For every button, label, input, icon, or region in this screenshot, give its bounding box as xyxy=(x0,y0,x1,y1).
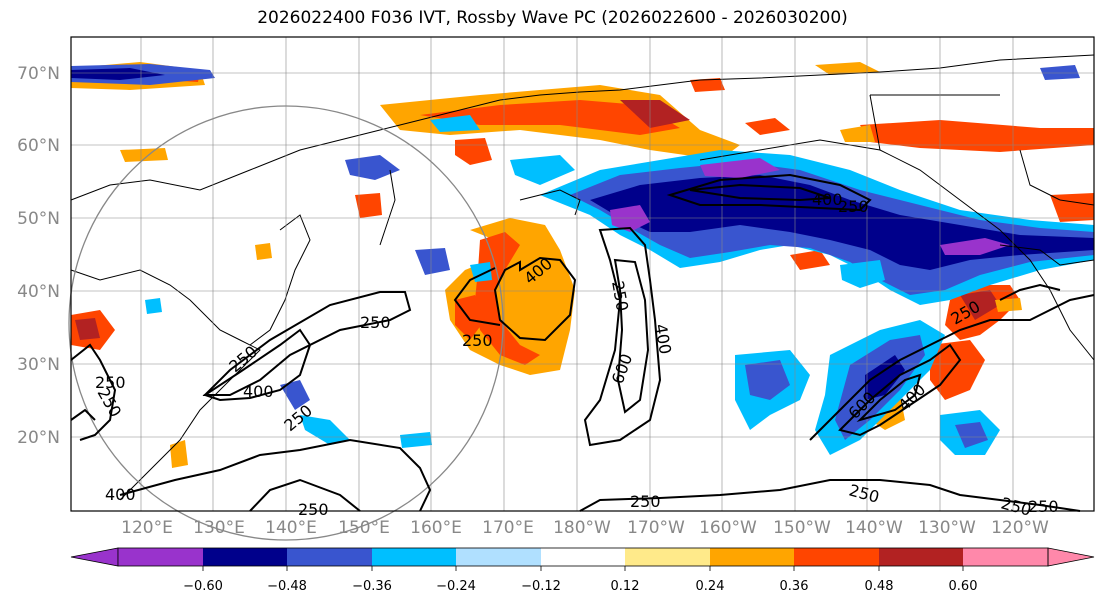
latitude-labels: 70°N 60°N 50°N 40°N 30°N 20°N xyxy=(17,64,60,448)
colorbar-segment xyxy=(879,548,964,566)
lat-label: 30°N xyxy=(17,355,60,375)
colorbar-segment xyxy=(541,548,626,566)
colorbar-tick-label: 0.60 xyxy=(949,579,978,594)
colorbar-segment xyxy=(456,548,542,566)
contour-label: 250 xyxy=(630,492,661,511)
lon-label: 130°E xyxy=(193,518,245,538)
lon-label: 160°W xyxy=(699,518,757,538)
colorbar-tick-label: −0.60 xyxy=(183,579,223,594)
lon-label: 120°E xyxy=(121,518,173,538)
graticule xyxy=(71,37,1094,511)
colorbar-tick-label: −0.36 xyxy=(352,579,392,594)
lon-label: 140°E xyxy=(265,518,317,538)
lon-label: 170°W xyxy=(627,518,685,538)
ivt-contours xyxy=(70,173,1095,512)
lon-label: 160°E xyxy=(410,518,462,538)
map-title: 2026022400 F036 IVT, Rossby Wave PC (202… xyxy=(257,8,848,28)
lon-label: 150°E xyxy=(338,518,390,538)
colorbar-segment xyxy=(710,548,795,566)
lat-label: 60°N xyxy=(17,136,60,156)
contour-label: 400 xyxy=(105,485,136,504)
contour-label: 250 xyxy=(298,500,329,519)
lat-label: 50°N xyxy=(17,209,60,229)
colorbar-segment xyxy=(625,548,711,566)
coastlines xyxy=(70,54,1095,501)
colorbar-segment xyxy=(203,548,288,566)
colorbar-extend-high xyxy=(1047,547,1095,567)
contour-label: 400 xyxy=(243,382,274,401)
colorbar-outline xyxy=(117,547,1049,567)
contour-label: 250 xyxy=(462,331,493,350)
longitude-labels: 120°E 130°E 140°E 150°E 160°E 170°E 180°… xyxy=(121,518,1049,538)
lon-label: 150°W xyxy=(773,518,831,538)
lon-label: 130°W xyxy=(918,518,976,538)
colorbar-tick-labels: −0.60 −0.48 −0.36 −0.24 −0.12 0.12 0.24 … xyxy=(183,579,977,594)
lon-label: 140°W xyxy=(845,518,903,538)
lon-label: 120°W xyxy=(991,518,1049,538)
colorbar-tick-label: 0.24 xyxy=(696,579,725,594)
colorbar-tick-label: 0.48 xyxy=(865,579,894,594)
colorbar-segment xyxy=(963,548,1049,566)
colorbar-segment xyxy=(372,548,457,566)
contour-label: 400 xyxy=(812,190,843,209)
contour-label: 250 xyxy=(95,373,126,392)
lat-label: 40°N xyxy=(17,282,60,302)
colorbar-tick-label: −0.24 xyxy=(436,579,476,594)
colorbar-tick-label: 0.12 xyxy=(611,579,640,594)
colorbar-segment xyxy=(794,548,880,566)
contour-label: 250 xyxy=(360,313,391,332)
colorbar-ticks xyxy=(202,566,964,571)
colorbar-segment xyxy=(118,548,204,566)
plot-border xyxy=(70,36,1095,512)
colorbar-tick-label: 0.36 xyxy=(780,579,809,594)
lat-label: 20°N xyxy=(17,428,60,448)
lat-label: 70°N xyxy=(17,64,60,84)
contour-label: 250 xyxy=(838,197,869,216)
lon-label: 170°E xyxy=(482,518,534,538)
colorbar-extend-low xyxy=(70,547,119,567)
colorbar-segment xyxy=(287,548,373,566)
colorbar-tick-label: −0.48 xyxy=(267,579,307,594)
colorbar-segments xyxy=(70,547,1095,567)
lon-label: 180°W xyxy=(553,518,611,538)
colorbar-tick-label: −0.12 xyxy=(521,579,561,594)
